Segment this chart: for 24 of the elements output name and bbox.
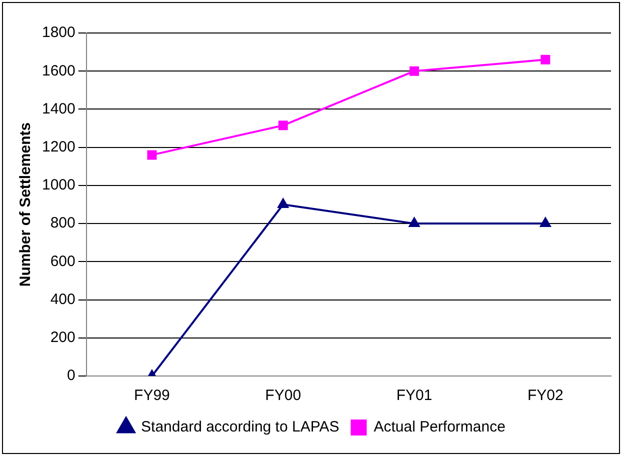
legend-label: Actual Performance	[374, 418, 506, 436]
y-tick-label: 1800	[42, 24, 76, 42]
legend-label: Standard according to LAPAS	[141, 418, 340, 436]
y-tick-label: 1200	[42, 138, 76, 156]
point	[278, 120, 288, 130]
point	[540, 54, 550, 64]
point	[147, 150, 157, 160]
y-tick-label: 400	[50, 290, 76, 308]
y-tick-label: 1600	[42, 62, 76, 80]
x-tick-label: FY99	[134, 387, 170, 404]
point	[410, 66, 420, 76]
y-tick-label: 600	[50, 252, 76, 270]
y-axis-title: Number of Settlements	[17, 122, 34, 287]
point	[408, 217, 420, 228]
x-tick-label: FY00	[265, 387, 302, 404]
point	[277, 198, 289, 208]
y-tick-label: 1400	[42, 100, 76, 118]
point	[540, 217, 552, 228]
x-tick-label: FY01	[396, 387, 432, 404]
y-tick-label: 800	[50, 214, 76, 232]
y-tick-label: 200	[50, 329, 76, 346]
y-tick-label: 1000	[42, 176, 76, 194]
y-tick-label: 0	[67, 367, 76, 384]
x-tick-label: FY02	[527, 387, 564, 404]
